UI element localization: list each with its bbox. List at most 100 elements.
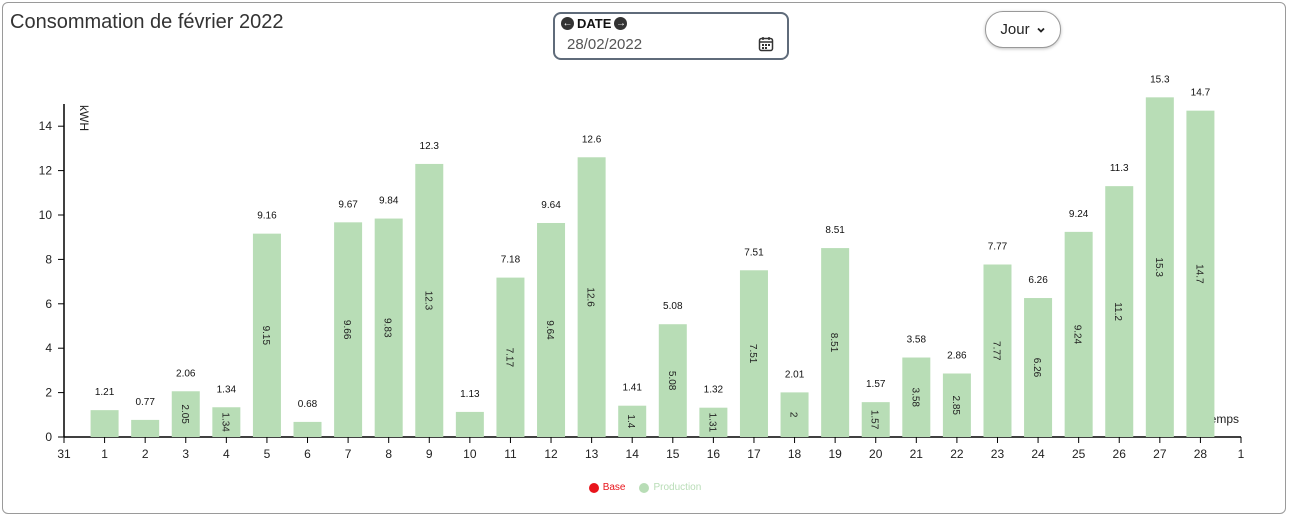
bar bbox=[455, 411, 484, 437]
date-label: DATE bbox=[577, 16, 612, 31]
bar bbox=[90, 410, 119, 437]
bar-inner-label: 15.3 bbox=[1153, 257, 1164, 277]
bar-inner-label: 9.83 bbox=[382, 318, 393, 338]
y-tick-label: 12 bbox=[39, 164, 53, 178]
period-select-label: Jour bbox=[1000, 21, 1030, 38]
x-tick-label: 14 bbox=[626, 447, 640, 461]
bar-value-label: 15.3 bbox=[1150, 74, 1170, 85]
legend-item[interactable]: Production bbox=[639, 482, 701, 493]
bar-inner-label: 2.85 bbox=[950, 396, 961, 416]
x-tick-label: 12 bbox=[544, 447, 558, 461]
period-select-button[interactable]: Jour bbox=[985, 11, 1061, 48]
y-tick-label: 4 bbox=[45, 341, 52, 355]
bar bbox=[902, 357, 931, 437]
legend-marker bbox=[639, 482, 650, 493]
bar bbox=[496, 277, 525, 437]
bar-inner-label: 9.15 bbox=[260, 326, 271, 346]
bar bbox=[861, 402, 890, 437]
bar bbox=[374, 218, 403, 437]
bar-value-label: 7.51 bbox=[744, 247, 764, 258]
chevron-down-icon bbox=[1036, 27, 1045, 33]
bar-inner-label: 1.4 bbox=[625, 414, 636, 428]
bar-value-label: 2.86 bbox=[947, 351, 967, 362]
bar-value-label: 8.51 bbox=[825, 225, 845, 236]
bar-inner-label: 9.66 bbox=[341, 320, 352, 340]
x-tick-label: 20 bbox=[869, 447, 883, 461]
date-input[interactable] bbox=[567, 36, 737, 53]
x-tick-label: 18 bbox=[788, 447, 802, 461]
chart-legend: Base Production bbox=[0, 482, 1290, 493]
x-tick-label: 3 bbox=[182, 447, 189, 461]
bar bbox=[212, 407, 241, 437]
bar-inner-label: 14.7 bbox=[1193, 264, 1204, 284]
arrow-right-circle-icon[interactable]: → bbox=[614, 17, 628, 30]
x-tick-label: 19 bbox=[828, 447, 842, 461]
bar-inner-label: 1.34 bbox=[219, 412, 230, 432]
bar-value-label: 14.7 bbox=[1191, 88, 1211, 99]
x-tick-label: 2 bbox=[142, 447, 149, 461]
bar-value-label: 1.41 bbox=[622, 383, 642, 394]
bar bbox=[1024, 298, 1053, 437]
bar-value-label: 1.57 bbox=[866, 379, 886, 390]
bar-value-label: 9.16 bbox=[257, 211, 277, 222]
bar-inner-label: 6.26 bbox=[1031, 358, 1042, 378]
bar-inner-label: 3.58 bbox=[909, 388, 920, 408]
bar bbox=[537, 222, 566, 437]
bar-value-label: 9.84 bbox=[379, 196, 399, 207]
x-tick-label: 8 bbox=[385, 447, 392, 461]
y-tick-label: 6 bbox=[45, 297, 52, 311]
bar bbox=[983, 264, 1012, 437]
bar-value-label: 9.67 bbox=[338, 199, 358, 210]
bar bbox=[1145, 97, 1174, 437]
bar-inner-label: 7.51 bbox=[747, 344, 758, 364]
bar-value-label: 12.3 bbox=[420, 141, 440, 152]
x-tick-label: 16 bbox=[707, 447, 721, 461]
arrow-left-circle-icon[interactable]: ← bbox=[561, 17, 574, 30]
bar bbox=[131, 419, 160, 437]
legend-label: Production bbox=[653, 482, 702, 493]
bar-inner-label: 7.17 bbox=[503, 348, 514, 368]
x-tick-label: 25 bbox=[1072, 447, 1086, 461]
bar-inner-label: 1.31 bbox=[706, 413, 717, 433]
bar-value-label: 1.32 bbox=[704, 385, 724, 396]
bar bbox=[658, 324, 687, 437]
x-tick-label: 13 bbox=[585, 447, 599, 461]
bar-value-label: 6.26 bbox=[1028, 275, 1048, 286]
bar-inner-label: 9.64 bbox=[544, 320, 555, 340]
bar-value-label: 1.34 bbox=[217, 384, 237, 395]
date-picker: ← DATE → bbox=[553, 12, 789, 60]
legend-item[interactable]: Base bbox=[588, 482, 625, 493]
bar-inner-label: 12.6 bbox=[585, 287, 596, 307]
y-tick-label: 14 bbox=[39, 119, 53, 133]
bar-inner-label: 7.77 bbox=[990, 341, 1001, 361]
bar bbox=[252, 233, 281, 437]
x-tick-label: 31 bbox=[57, 447, 71, 461]
x-tick-label: 1 bbox=[101, 447, 108, 461]
bar-value-label: 2.01 bbox=[785, 369, 805, 380]
bar-value-label: 1.13 bbox=[460, 389, 480, 400]
bar bbox=[577, 157, 606, 437]
bar bbox=[821, 248, 850, 437]
bar-value-label: 5.08 bbox=[663, 301, 683, 312]
bar-inner-label: 5.08 bbox=[666, 371, 677, 391]
x-tick-label: 21 bbox=[910, 447, 924, 461]
bar-value-label: 3.58 bbox=[907, 335, 927, 346]
x-tick-label: 15 bbox=[666, 447, 680, 461]
bar-inner-label: 8.51 bbox=[828, 333, 839, 353]
bar-value-label: 0.68 bbox=[298, 399, 318, 410]
bar-value-label: 9.64 bbox=[541, 200, 561, 211]
date-header: ← DATE → bbox=[561, 16, 628, 31]
y-tick-label: 8 bbox=[45, 252, 52, 266]
x-tick-label: 10 bbox=[463, 447, 477, 461]
bar bbox=[415, 163, 444, 437]
bar bbox=[171, 391, 200, 437]
bar-value-label: 9.24 bbox=[1069, 209, 1089, 220]
x-tick-label: 1 bbox=[1238, 447, 1245, 461]
bar bbox=[739, 270, 768, 437]
x-tick-label: 5 bbox=[264, 447, 271, 461]
y-tick-label: 10 bbox=[39, 208, 53, 222]
calendar-icon[interactable] bbox=[758, 36, 774, 52]
bar-value-label: 2.06 bbox=[176, 368, 196, 379]
y-tick-label: 2 bbox=[45, 386, 52, 400]
